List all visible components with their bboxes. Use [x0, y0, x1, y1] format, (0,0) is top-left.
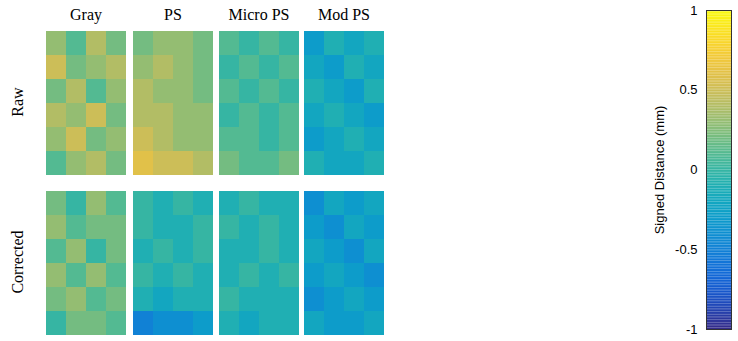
html-text:Mod PS: Mod PS — [318, 6, 370, 23]
html-text:Micro PS: Micro PS — [228, 6, 290, 23]
svg-text:0.5: 0.5 — [679, 82, 697, 97]
html-text:Gray: Gray — [70, 6, 102, 23]
html-text:PS: PS — [164, 6, 182, 23]
svg-text:-1: -1 — [686, 322, 698, 337]
html-text:Corrected: Corrected — [9, 230, 26, 293]
html-text:Raw: Raw — [9, 86, 26, 117]
svg-text:1: 1 — [690, 3, 697, 18]
svg-text:Signed Distance (mm): Signed Distance (mm) — [652, 106, 667, 235]
svg-text:0: 0 — [690, 162, 697, 177]
svg-text:-0.5: -0.5 — [675, 242, 697, 257]
